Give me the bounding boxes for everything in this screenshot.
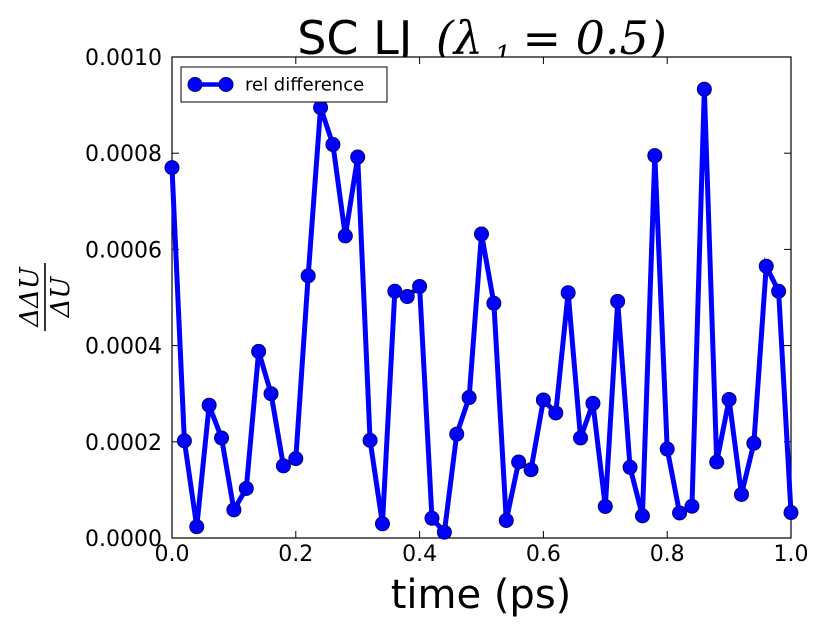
data-point: [164, 160, 180, 176]
legend-label: rel difference: [245, 75, 364, 96]
x-tick-label: 1.0: [774, 542, 809, 567]
x-tick-label: 0.2: [278, 542, 313, 567]
data-point: [449, 426, 465, 442]
chart-title-math: (λ: [436, 11, 483, 65]
data-point: [350, 149, 366, 165]
data-point: [535, 392, 551, 408]
plot-layer: [164, 81, 799, 540]
y-axis-label-denominator: ΔU: [46, 276, 76, 319]
chart-title-prefix: SC LJ: [297, 11, 412, 65]
data-point: [201, 397, 217, 413]
tick-labels: 0.0 0.2 0.4 0.6 0.8 1.0 0.0000 0.0002 0.0004 0.00…: [85, 46, 808, 567]
data-point: [300, 268, 316, 284]
y-tick-label: 0.0006: [85, 238, 162, 263]
data-point: [733, 486, 749, 502]
data-point: [486, 295, 502, 311]
data-point: [275, 458, 291, 474]
data-point: [560, 285, 576, 301]
x-tick-label: 0.4: [402, 542, 437, 567]
data-point: [622, 459, 638, 475]
data-point: [424, 510, 440, 526]
y-tick-label: 0.0002: [85, 431, 162, 456]
data-point: [610, 293, 626, 309]
chart-title-math-suffix: = 0.5): [523, 11, 667, 65]
y-tick-label: 0.0004: [85, 335, 162, 360]
data-point: [696, 81, 712, 97]
legend: rel difference: [180, 66, 388, 103]
data-point: [721, 391, 737, 407]
data-point: [214, 430, 230, 446]
data-point: [511, 454, 527, 470]
x-tick-label: 0.6: [526, 542, 561, 567]
data-point: [783, 505, 799, 521]
data-point: [585, 395, 601, 411]
y-axis-label: ΔΔU ΔU: [15, 263, 76, 331]
y-tick-label: 0.0000: [85, 527, 162, 552]
data-point: [647, 148, 663, 164]
data-point: [337, 228, 353, 244]
x-tick-label: 0.8: [650, 542, 685, 567]
data-point: [176, 433, 192, 449]
data-point: [573, 430, 589, 446]
data-point: [758, 258, 774, 274]
data-point: [263, 386, 279, 402]
data-point: [325, 137, 341, 153]
data-point: [436, 524, 452, 540]
data-point: [399, 289, 415, 305]
data-point: [288, 451, 304, 467]
data-point: [251, 343, 267, 359]
data-point: [634, 508, 650, 524]
data-point: [709, 454, 725, 470]
y-tick-label: 0.0010: [85, 46, 162, 71]
legend-marker: [218, 77, 234, 92]
data-point: [659, 441, 675, 457]
data-point: [362, 432, 378, 448]
x-axis-label: time (ps): [391, 572, 572, 618]
data-point: [474, 226, 489, 242]
data-point: [771, 283, 787, 299]
data-point: [313, 100, 329, 116]
data-point: [374, 516, 390, 532]
data-point: [672, 505, 688, 521]
data-point: [523, 462, 539, 478]
y-axis-label-numerator: ΔΔU: [15, 266, 45, 328]
data-point: [746, 435, 762, 451]
data-point: [189, 519, 205, 535]
data-point: [498, 512, 514, 528]
data-point: [226, 502, 242, 518]
legend-marker: [187, 77, 203, 92]
data-point: [461, 390, 477, 406]
chart-title: SC LJ (λ 1 = 0.5): [297, 11, 667, 74]
x-tick-label: 0.0: [155, 542, 190, 567]
data-point: [597, 498, 613, 514]
data-point: [387, 283, 403, 299]
y-tick-label: 0.0008: [85, 142, 162, 167]
data-point: [684, 498, 700, 514]
data-point: [238, 480, 254, 496]
data-point: [412, 278, 428, 294]
plot-area: [171, 56, 792, 539]
data-point: [548, 405, 564, 421]
